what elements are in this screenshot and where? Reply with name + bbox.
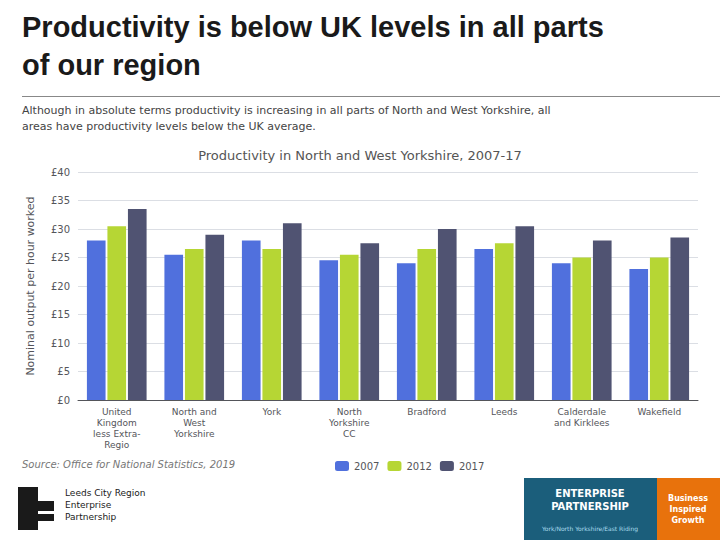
svg-text:West: West bbox=[183, 418, 206, 428]
svg-text:Business: Business bbox=[668, 494, 708, 503]
svg-text:Nominal output per hour worked: Nominal output per hour worked bbox=[24, 196, 37, 375]
svg-text:Yorkshire: Yorkshire bbox=[173, 429, 215, 439]
svg-text:Bradford: Bradford bbox=[407, 407, 446, 417]
svg-text:areas have productivity levels: areas have productivity levels below the… bbox=[22, 120, 316, 133]
svg-text:ENTERPRISE: ENTERPRISE bbox=[555, 488, 625, 499]
svg-text:CC: CC bbox=[343, 429, 356, 439]
svg-text:North: North bbox=[337, 407, 362, 417]
svg-text:PARTNERSHIP: PARTNERSHIP bbox=[551, 501, 629, 512]
svg-text:Leeds City Region: Leeds City Region bbox=[65, 488, 146, 498]
svg-text:2017: 2017 bbox=[459, 461, 484, 472]
svg-text:£0: £0 bbox=[57, 395, 70, 406]
svg-text:Inspired: Inspired bbox=[670, 505, 707, 514]
svg-text:North and: North and bbox=[172, 407, 217, 417]
svg-text:Yorkshire: Yorkshire bbox=[328, 418, 370, 428]
svg-text:Calderdale: Calderdale bbox=[558, 407, 607, 417]
svg-text:York: York bbox=[261, 407, 282, 417]
svg-text:Productivity in North and West: Productivity in North and West Yorkshire… bbox=[198, 148, 522, 163]
svg-text:United: United bbox=[102, 407, 132, 417]
svg-text:£5: £5 bbox=[57, 366, 70, 377]
svg-text:£25: £25 bbox=[51, 252, 70, 263]
svg-text:Kingdom: Kingdom bbox=[97, 418, 137, 428]
svg-text:Productivity is below UK level: Productivity is below UK levels in all p… bbox=[22, 11, 604, 43]
svg-text:£20: £20 bbox=[51, 281, 70, 292]
svg-text:York/North Yorkshire/East Ridi: York/North Yorkshire/East Riding bbox=[541, 525, 638, 533]
svg-text:Partnership: Partnership bbox=[65, 512, 117, 522]
svg-text:and Kirklees: and Kirklees bbox=[554, 418, 610, 428]
svg-text:£30: £30 bbox=[51, 224, 70, 235]
svg-text:Regio: Regio bbox=[104, 440, 130, 450]
svg-text:less Extra-: less Extra- bbox=[93, 429, 140, 439]
svg-text:£15: £15 bbox=[51, 309, 70, 320]
svg-text:Source: Office for National St: Source: Office for National Statistics, … bbox=[22, 459, 235, 470]
svg-text:Wakefield: Wakefield bbox=[637, 407, 681, 417]
svg-text:£10: £10 bbox=[51, 338, 70, 349]
svg-text:Although in absolute terms pro: Although in absolute terms productivity … bbox=[22, 104, 551, 117]
svg-text:£35: £35 bbox=[51, 195, 70, 206]
svg-text:Leeds: Leeds bbox=[491, 407, 518, 417]
svg-text:£40: £40 bbox=[51, 167, 70, 178]
svg-text:2012: 2012 bbox=[406, 461, 431, 472]
svg-text:Enterprise: Enterprise bbox=[65, 500, 112, 510]
svg-text:Growth: Growth bbox=[672, 516, 705, 525]
svg-text:2007: 2007 bbox=[354, 461, 379, 472]
svg-text:of our region: of our region bbox=[22, 49, 201, 81]
